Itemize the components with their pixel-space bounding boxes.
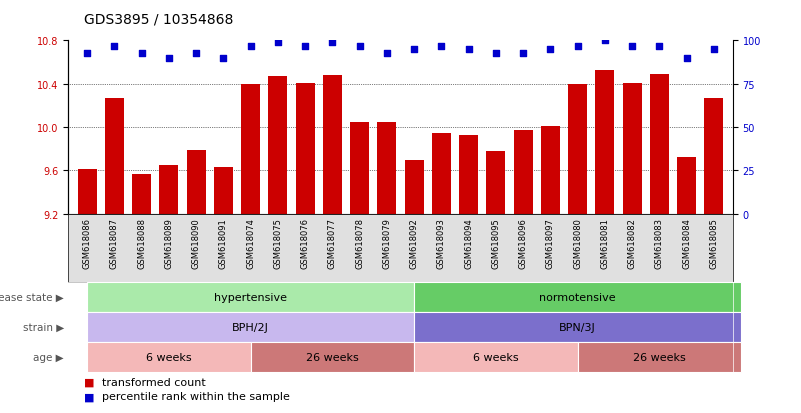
Text: GSM618088: GSM618088 [137, 218, 146, 268]
Text: GSM618087: GSM618087 [110, 218, 119, 268]
Point [81, 50, 94, 57]
Text: GSM618081: GSM618081 [601, 218, 610, 268]
Text: 26 weeks: 26 weeks [306, 352, 359, 362]
Point [272, 40, 284, 46]
Text: GSM618090: GSM618090 [191, 218, 200, 268]
Text: BPN/3J: BPN/3J [559, 322, 596, 332]
Point [680, 55, 693, 62]
Point [462, 47, 475, 53]
Bar [704, 99, 723, 413]
Text: age ▶: age ▶ [34, 352, 64, 362]
Point [380, 50, 393, 57]
Bar [105, 99, 124, 413]
Text: GSM618093: GSM618093 [437, 218, 446, 268]
Text: GSM618075: GSM618075 [273, 218, 283, 268]
Text: GSM618080: GSM618080 [573, 218, 582, 268]
Text: GSM618086: GSM618086 [83, 218, 91, 268]
Bar [323, 76, 342, 413]
Text: strain ▶: strain ▶ [23, 322, 64, 332]
Text: ■: ■ [84, 392, 95, 401]
Text: percentile rank within the sample: percentile rank within the sample [102, 392, 290, 401]
Point [435, 43, 448, 50]
Point [190, 50, 203, 57]
Bar [296, 83, 315, 413]
Text: GSM618074: GSM618074 [246, 218, 256, 268]
Bar [622, 83, 642, 413]
Text: transformed count: transformed count [102, 377, 206, 387]
Bar [459, 135, 478, 413]
Point [598, 38, 611, 45]
Text: normotensive: normotensive [539, 292, 616, 302]
Text: GSM618095: GSM618095 [491, 218, 501, 268]
Bar [350, 122, 369, 413]
Text: GSM618096: GSM618096 [518, 218, 528, 268]
Point [571, 43, 584, 50]
Point [517, 50, 529, 57]
Point [108, 43, 121, 50]
Bar [595, 71, 614, 413]
Bar [486, 152, 505, 413]
Bar [513, 131, 533, 413]
Text: disease state ▶: disease state ▶ [0, 292, 64, 302]
Point [244, 43, 257, 50]
Bar [568, 85, 587, 413]
Text: GSM618094: GSM618094 [464, 218, 473, 268]
Point [544, 47, 557, 53]
Text: GSM618078: GSM618078 [355, 218, 364, 268]
Bar [132, 174, 151, 413]
Bar [377, 122, 396, 413]
Text: BPH/2J: BPH/2J [232, 322, 269, 332]
Bar [159, 166, 179, 413]
Bar [650, 75, 669, 413]
Point [626, 43, 638, 50]
Text: GSM618091: GSM618091 [219, 218, 228, 268]
Text: GSM618079: GSM618079 [382, 218, 392, 268]
Point [707, 47, 720, 53]
Text: 6 weeks: 6 weeks [473, 352, 519, 362]
Text: GSM618082: GSM618082 [628, 218, 637, 268]
Text: GSM618089: GSM618089 [164, 218, 173, 268]
Bar [187, 150, 206, 413]
Text: GSM618092: GSM618092 [409, 218, 419, 268]
Bar [241, 85, 260, 413]
Text: ■: ■ [84, 377, 95, 387]
Bar [677, 158, 696, 413]
Bar [78, 170, 97, 413]
Point [217, 55, 230, 62]
Bar [432, 133, 451, 413]
Text: hypertensive: hypertensive [214, 292, 287, 302]
Bar [541, 127, 560, 413]
Text: GSM618085: GSM618085 [710, 218, 718, 268]
Text: GSM618097: GSM618097 [545, 218, 555, 268]
Text: 6 weeks: 6 weeks [146, 352, 191, 362]
Point [163, 55, 175, 62]
Text: GSM618077: GSM618077 [328, 218, 337, 268]
Point [653, 43, 666, 50]
Point [489, 50, 502, 57]
Text: GSM618076: GSM618076 [300, 218, 310, 268]
Bar [405, 160, 424, 413]
Point [326, 40, 339, 46]
Point [135, 50, 148, 57]
Point [299, 43, 312, 50]
Bar [214, 168, 233, 413]
Text: 26 weeks: 26 weeks [633, 352, 686, 362]
Point [353, 43, 366, 50]
Text: GSM618083: GSM618083 [655, 218, 664, 268]
Text: GSM618084: GSM618084 [682, 218, 691, 268]
Bar [268, 77, 288, 413]
Text: GDS3895 / 10354868: GDS3895 / 10354868 [84, 12, 233, 26]
Point [408, 47, 421, 53]
